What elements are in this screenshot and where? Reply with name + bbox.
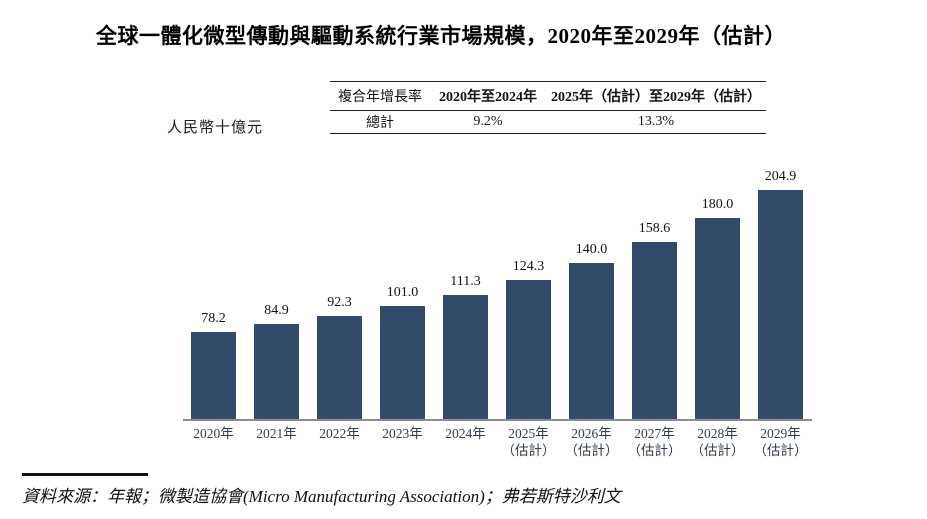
bar-rect xyxy=(254,324,299,419)
cagr-header-metric: 複合年增長率 xyxy=(338,90,422,105)
bar-group-2020年: 78.2 xyxy=(191,190,236,419)
bar-value-label: 78.2 xyxy=(201,311,226,326)
bar-value-label: 140.0 xyxy=(575,242,608,257)
cagr-row-label-total: 總計 xyxy=(366,116,394,131)
bar-rect xyxy=(569,263,614,419)
bar-value-label: 101.0 xyxy=(386,285,419,300)
bar-value-label: 124.3 xyxy=(512,259,545,274)
chart-title: 全球一體化微型傳動與驅動系統行業市場規模，2020年至2029年（估計） xyxy=(96,24,786,48)
x-axis-tick-labels: 2020年 2021年 2022年 2023年 2024年 2025年 （估計） 2026年（… xyxy=(191,425,807,465)
bar-value-label: 180.0 xyxy=(701,197,734,212)
cagr-table-data-row: 總計 9.2% 13.3% xyxy=(330,111,766,134)
source-divider-line xyxy=(22,473,148,476)
bar-group-2022年: 92.3 xyxy=(317,190,362,419)
bar-group-2028年: 180.0 xyxy=(695,190,740,419)
bar-value-label: 92.3 xyxy=(327,295,352,310)
bar-group-2021年: 84.9 xyxy=(254,190,299,419)
x-tick-label: 2026年 （估計） xyxy=(564,426,619,458)
bar-group-2023年: 101.0 xyxy=(380,190,425,419)
y-axis-unit-label: 人民幣十億元 xyxy=(167,120,264,136)
bar-rect xyxy=(317,316,362,419)
x-tick-label: 2021年 xyxy=(256,426,297,441)
x-tick-label: 2027年 （估計） xyxy=(627,426,682,458)
x-axis-line xyxy=(183,419,812,421)
bar-value-label: 111.3 xyxy=(450,274,481,289)
x-tick-label: 2024年 xyxy=(445,426,486,441)
bar-value-label: 204.9 xyxy=(764,169,797,184)
x-tick-label: 2020年 xyxy=(193,426,234,441)
source-note: 資料來源：年報；微製造協會(Micro Manufacturing Associ… xyxy=(22,487,621,506)
bar-group-2026年: 140.0 xyxy=(569,190,614,419)
bar-rect xyxy=(380,306,425,419)
bar-rect xyxy=(758,190,803,419)
x-tick-label: 2025年 （估計） xyxy=(501,426,556,458)
x-tick-label: 2028年 （估計） xyxy=(690,426,745,458)
cagr-table: 複合年增長率 2020年至2024年 2025年（估計）至2029年（估計） 總… xyxy=(330,81,766,134)
bar-plot: 78.2 84.9 92.3 101.0 111.3 124.3 140.0 158.6 180… xyxy=(191,169,803,419)
bar-rect xyxy=(695,218,740,419)
bar-rect xyxy=(443,295,488,419)
cagr-header-period-historical: 2020年至2024年 xyxy=(439,90,537,105)
cagr-value-estimate: 13.3% xyxy=(637,114,675,129)
bar-rect xyxy=(632,242,677,419)
cagr-header-period-estimate: 2025年（估計）至2029年（估計） xyxy=(551,90,761,105)
bar-group-2025年: 124.3 xyxy=(506,190,551,419)
bar-rect xyxy=(506,280,551,419)
cagr-table-header-row: 複合年增長率 2020年至2024年 2025年（估計）至2029年（估計） xyxy=(330,82,766,111)
x-tick-label: 2029年 （估計） xyxy=(753,426,808,458)
cagr-value-historical: 9.2% xyxy=(473,114,503,129)
bar-group-2024年: 111.3 xyxy=(443,190,488,419)
x-tick-label: 2023年 xyxy=(382,426,423,441)
bar-group-2027年: 158.6 xyxy=(632,190,677,419)
bar-value-label: 158.6 xyxy=(638,221,671,236)
x-tick-label: 2022年 xyxy=(319,426,360,441)
bar-rect xyxy=(191,332,236,419)
bar-group-2029年: 204.9 xyxy=(758,169,803,419)
bar-value-label: 84.9 xyxy=(264,303,289,318)
